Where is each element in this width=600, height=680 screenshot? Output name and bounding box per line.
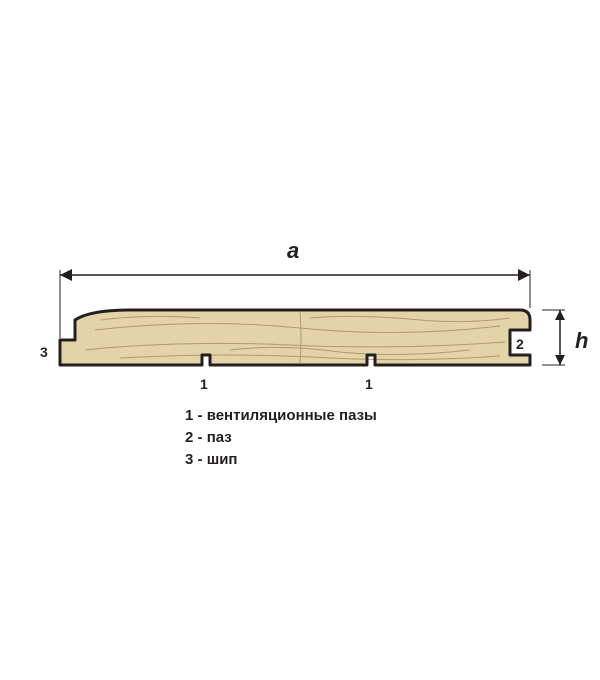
legend-row: 1 - вентиляционные пазы bbox=[185, 405, 377, 427]
callout-2: 2 bbox=[516, 336, 524, 352]
legend-row: 2 - паз bbox=[185, 427, 377, 449]
callout-1a: 1 bbox=[200, 376, 208, 392]
legend-text: шип bbox=[207, 451, 238, 468]
dim-label-a: a bbox=[287, 238, 299, 264]
callout-1b: 1 bbox=[365, 376, 373, 392]
legend-text: паз bbox=[207, 429, 232, 446]
diagram-root: a h 1 1 2 3 1 - вентиляционные пазы 2 - … bbox=[0, 0, 600, 680]
dim-label-h: h bbox=[575, 328, 588, 354]
legend: 1 - вентиляционные пазы 2 - паз 3 - шип bbox=[185, 405, 377, 471]
profile-svg bbox=[0, 0, 600, 680]
callout-3: 3 bbox=[40, 344, 48, 360]
legend-row: 3 - шип bbox=[185, 449, 377, 471]
legend-dash: - bbox=[198, 429, 207, 446]
legend-dash: - bbox=[198, 407, 207, 424]
legend-num: 2 bbox=[185, 429, 193, 446]
legend-num: 3 bbox=[185, 451, 193, 468]
legend-num: 1 bbox=[185, 407, 193, 424]
legend-text: вентиляционные пазы bbox=[207, 407, 377, 424]
legend-dash: - bbox=[198, 451, 207, 468]
